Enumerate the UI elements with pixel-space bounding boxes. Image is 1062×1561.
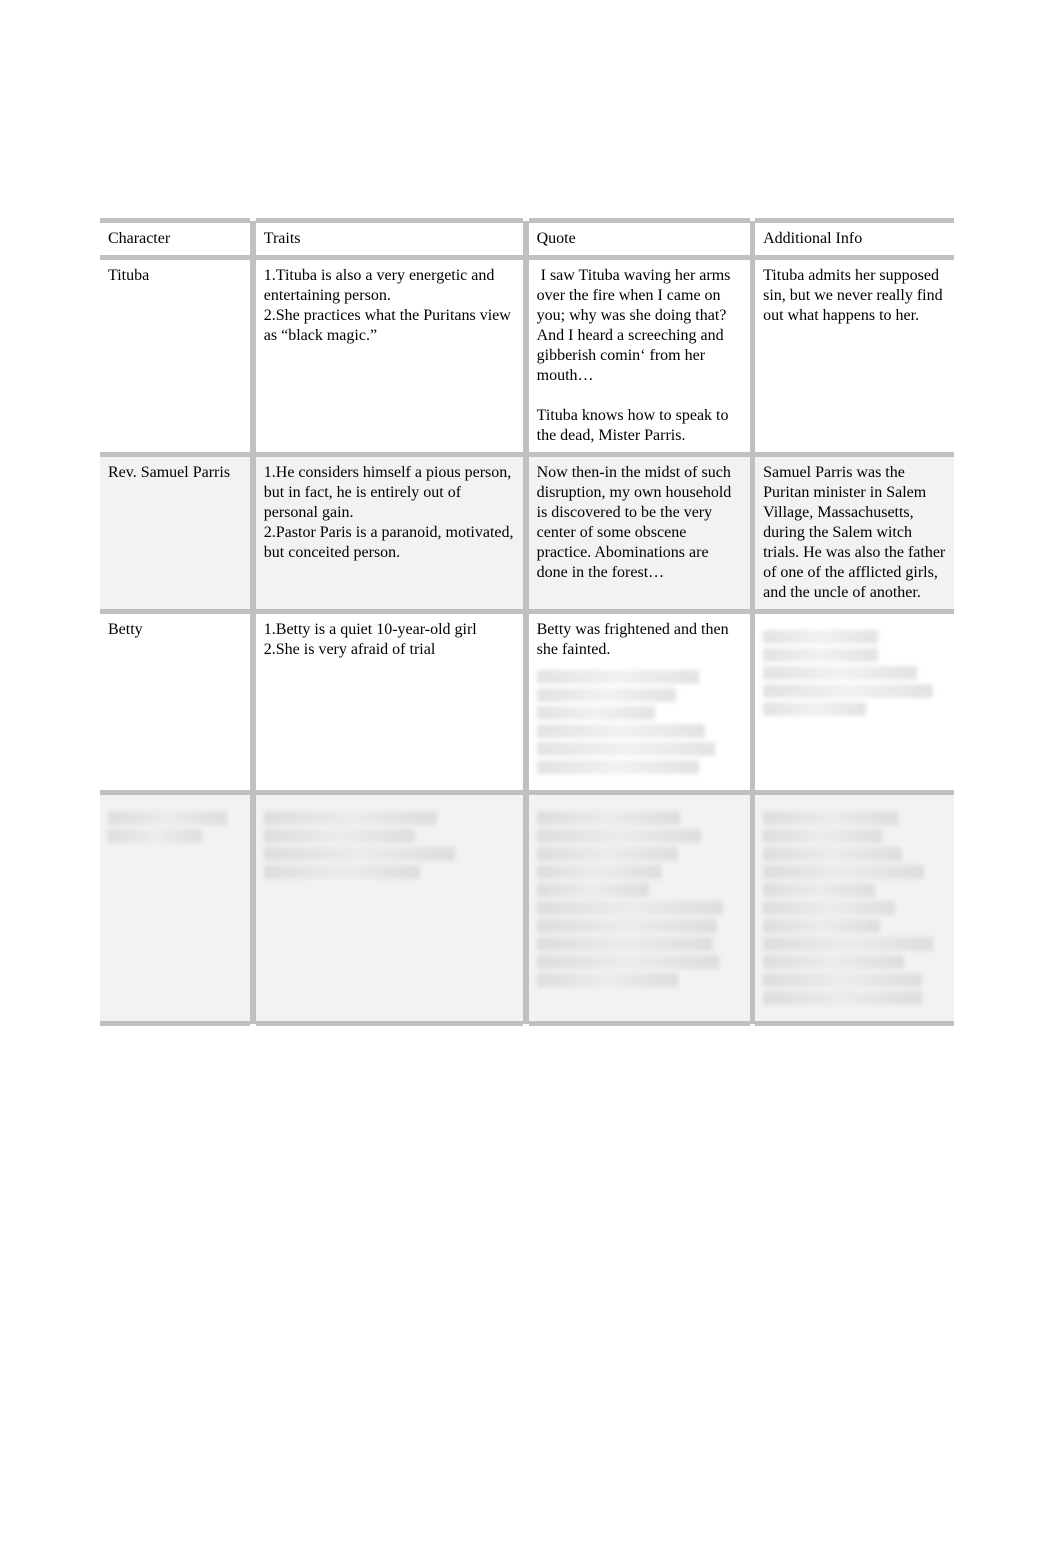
header-row: Character Traits Quote Additional Info xyxy=(100,221,954,258)
cell-info xyxy=(755,612,954,793)
cell-info: Samuel Parris was the Puritan minister i… xyxy=(755,455,954,612)
cell-quote: I saw Tituba waving her arms over the fi… xyxy=(529,258,750,455)
table-row: Tituba1.Tituba is also a very energetic … xyxy=(100,258,954,455)
cell-character: Betty xyxy=(100,612,250,793)
blurred-text xyxy=(108,801,242,853)
blurred-text xyxy=(763,801,946,1015)
cell-quote: Now then-in the midst of such disruption… xyxy=(529,455,750,612)
header-traits: Traits xyxy=(256,221,523,258)
cell-quote xyxy=(529,793,750,1024)
cell-character: Rev. Samuel Parris xyxy=(100,455,250,612)
cell-info xyxy=(755,793,954,1024)
blurred-text xyxy=(537,660,742,784)
cell-quote: Betty was frightened and then she fainte… xyxy=(529,612,750,793)
cell-traits: 1.Betty is a quiet 10-year-old girl 2.Sh… xyxy=(256,612,523,793)
header-character: Character xyxy=(100,221,250,258)
table-row xyxy=(100,793,954,1024)
header-info: Additional Info xyxy=(755,221,954,258)
cell-traits xyxy=(256,793,523,1024)
cell-traits: 1.He considers himself a pious person, b… xyxy=(256,455,523,612)
character-table: Character Traits Quote Additional Info T… xyxy=(100,218,954,1026)
table-row: Rev. Samuel Parris1.He considers himself… xyxy=(100,455,954,612)
document-page: Character Traits Quote Additional Info T… xyxy=(0,0,1062,1561)
table-row: Betty1.Betty is a quiet 10-year-old girl… xyxy=(100,612,954,793)
blurred-text xyxy=(264,801,515,889)
blurred-text xyxy=(537,801,742,997)
cell-character xyxy=(100,793,250,1024)
cell-info: Tituba admits her supposed sin, but we n… xyxy=(755,258,954,455)
blurred-text xyxy=(763,620,946,726)
cell-traits: 1.Tituba is also a very energetic and en… xyxy=(256,258,523,455)
cell-character: Tituba xyxy=(100,258,250,455)
header-quote: Quote xyxy=(529,221,750,258)
